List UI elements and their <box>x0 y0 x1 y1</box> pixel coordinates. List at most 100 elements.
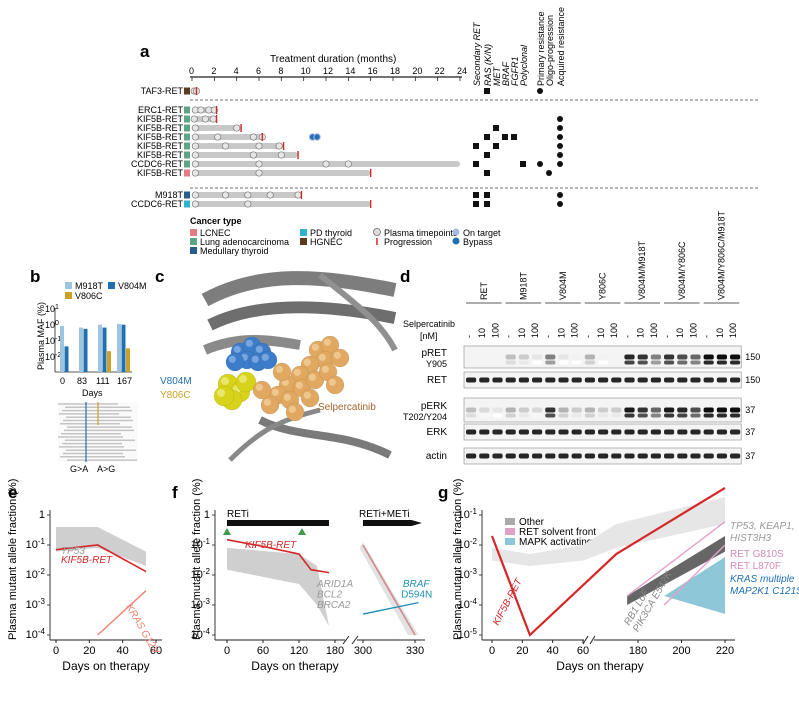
a-alteration-square <box>511 134 517 140</box>
a-alteration-square <box>484 134 490 140</box>
a-row-bar <box>192 201 371 207</box>
d-band <box>703 377 714 383</box>
d-band <box>505 377 516 383</box>
d-conc: - <box>583 335 593 338</box>
d-kda: 37 <box>745 427 755 437</box>
a-row-bar <box>192 134 263 140</box>
a-col-header: FGFR1 <box>510 56 520 86</box>
y-tick: 10-1 <box>26 537 46 551</box>
d-band <box>584 354 595 360</box>
panel-letter-b: b <box>30 267 40 286</box>
d-kda: 37 <box>745 451 755 461</box>
d-band <box>624 377 635 383</box>
b-xtick-111: 111 <box>96 376 110 386</box>
d-band <box>545 377 556 383</box>
d-band <box>637 429 648 435</box>
d-band <box>624 429 635 435</box>
d-blot-label: actin <box>426 451 447 462</box>
d-band <box>518 354 529 360</box>
a-row-label: TAF3-RET <box>141 86 184 96</box>
f-band <box>227 547 329 626</box>
a-row-type <box>184 115 190 123</box>
b-legend-m918t: M918T <box>75 281 104 291</box>
a-row-label: ERC1-RET <box>138 105 184 115</box>
g-x-tick: 180 <box>629 645 647 657</box>
label-y806c: Y806C <box>160 390 191 401</box>
a-col-header: BRAF <box>501 61 511 86</box>
d-band <box>598 453 609 459</box>
a-plasma-point <box>191 124 199 132</box>
d-band <box>611 407 622 413</box>
g-g810s-line <box>626 521 726 597</box>
y-tick: 10-4 <box>26 627 46 641</box>
d-cell-line: V804M/Y806C/M918T <box>716 210 726 300</box>
d-band <box>664 377 675 383</box>
d-band <box>703 453 714 459</box>
d-band <box>479 377 490 383</box>
g-map2k1-label: MAP2K1 C121S <box>730 586 799 597</box>
a-alteration-square <box>473 201 479 207</box>
f-x-tick: 120 <box>290 645 308 657</box>
a-col-header: Polyclonal <box>519 44 529 86</box>
a-plasma-point <box>214 133 222 141</box>
d-band <box>492 407 503 413</box>
a-bypass-point <box>313 133 321 141</box>
g-kras-label: KRAS multiple <box>730 574 795 585</box>
igv-label-ag: A>G <box>97 464 115 474</box>
d-band <box>532 377 543 383</box>
a-alteration-square <box>493 125 499 131</box>
d-band <box>505 360 516 365</box>
g-l870f-label: RET L870F <box>730 561 781 572</box>
b-xtick-0: 0 <box>60 376 65 386</box>
b-ytick-1: 101 <box>45 304 59 314</box>
g-x-tick: 20 <box>516 645 528 657</box>
d-band <box>677 453 688 459</box>
d-band <box>716 377 727 383</box>
d-band <box>598 360 609 365</box>
d-blot-label: pRET <box>421 348 447 359</box>
d-band <box>505 413 516 418</box>
g-ylabel: Plasma mutant allele fraction (%) <box>452 479 464 640</box>
panel-b-legend: M918T V804M V806C <box>65 281 147 301</box>
d-band <box>558 453 569 459</box>
d-band <box>518 360 529 365</box>
d-band <box>598 354 609 360</box>
d-band <box>598 429 609 435</box>
a-row-bar <box>192 125 242 131</box>
d-band <box>558 429 569 435</box>
panel-a-ticks: 0 2 4 6 8 10 12 14 16 18 20 22 24 <box>189 66 467 81</box>
f-x-tick: 300 <box>354 645 372 657</box>
d-band <box>558 360 569 365</box>
d-band <box>637 413 648 418</box>
d-band <box>571 429 582 435</box>
f-bcl2-label: BCL2 <box>317 589 342 600</box>
d-band <box>479 413 490 418</box>
d-band <box>611 413 622 418</box>
panel-letter-d: d <box>400 267 410 286</box>
e-x-tick: 0 <box>53 645 59 657</box>
a-tick-label: 6 <box>256 66 261 76</box>
d-band <box>730 360 741 365</box>
a-tick-label: 0 <box>189 66 194 76</box>
e-x-tick: 60 <box>150 645 162 657</box>
a-plasma-point <box>277 151 285 159</box>
d-blot-label: RET <box>427 375 447 386</box>
e-x-tick: 40 <box>117 645 129 657</box>
a-row-type <box>184 151 190 159</box>
legend-plasma: Plasma timepoints <box>384 228 458 238</box>
d-band <box>730 354 741 360</box>
d-band <box>624 453 635 459</box>
panel-a-rows: TAF3-RETERC1-RETKIF5B-RETKIF5B-RETKIF5B-… <box>131 86 563 209</box>
d-conc: 10 <box>715 328 725 338</box>
g-legend-mapk-swatch <box>505 538 515 545</box>
a-tick-label: 24 <box>457 66 467 76</box>
a-col-header: RAS (K/N) <box>483 44 493 86</box>
d-band <box>584 360 595 365</box>
d-cell-line: Y806C <box>598 272 608 300</box>
g-legend-mapk: MAPK activating <box>519 537 592 548</box>
a-tick-label: 10 <box>301 66 311 76</box>
a-plasma-point <box>255 160 263 168</box>
a-plasma-point <box>249 133 257 141</box>
